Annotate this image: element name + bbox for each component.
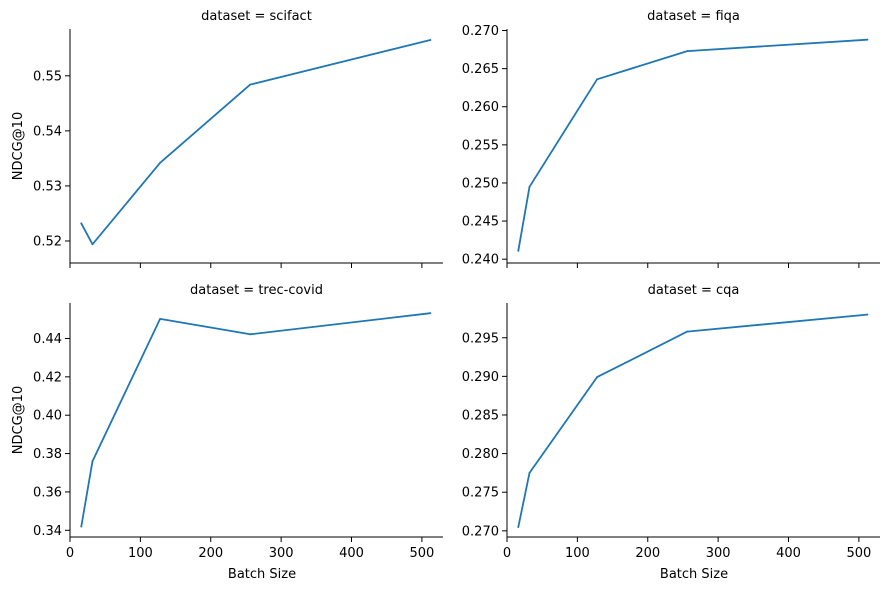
y-tick-label: 0.290 [462, 370, 499, 385]
y-tick-label: 0.240 [462, 253, 499, 268]
x-axis-label-left: Batch Size [228, 567, 296, 582]
x-tick-label: 100 [128, 546, 153, 561]
y-tick-label: 0.42 [33, 370, 62, 385]
x-axis-label-right: Batch Size [660, 567, 728, 582]
y-tick-label: 0.275 [462, 486, 499, 501]
y-tick-label: 0.250 [462, 176, 499, 191]
y-tick-label: 0.54 [33, 124, 62, 139]
data-point [517, 526, 520, 528]
y-axis-label: NDCG@10 [11, 112, 26, 180]
data-point [596, 78, 598, 81]
data-point [159, 161, 161, 164]
data-point [80, 222, 83, 225]
y-tick-label: 0.285 [462, 408, 499, 423]
data-point [80, 525, 83, 528]
x-tick-label: 500 [409, 546, 434, 561]
y-axis-label: NDCG@10 [11, 386, 26, 454]
x-tick-label: 200 [198, 546, 223, 561]
data-point [429, 39, 432, 41]
y-tick-label: 0.270 [462, 24, 499, 39]
y-tick-label: 0.295 [462, 331, 499, 346]
panel-title: dataset = scifact [201, 9, 312, 24]
y-tick-label: 0.34 [33, 524, 62, 539]
y-tick-label: 0.260 [462, 100, 499, 115]
y-tick-label: 0.255 [462, 138, 499, 153]
x-tick-label: 200 [635, 546, 660, 561]
data-point [91, 243, 94, 246]
x-tick-label: 400 [776, 546, 801, 561]
data-point [249, 333, 252, 336]
panel-cqa: dataset = cqa 0.270 0.275 0.280 0.285 0.290 0.… [462, 283, 880, 561]
y-tick-label: 0.40 [33, 409, 62, 424]
data-point [249, 83, 252, 86]
y-tick-label: 0.36 [33, 485, 62, 500]
data-point [686, 50, 689, 53]
x-tick-label: 0 [503, 546, 511, 561]
panel-trec-covid: dataset = trec-covid 0.34 0.36 0.38 0.40 0.42… [11, 283, 443, 561]
panel-scifact: dataset = scifact 0.52 0.53 0.54 0.55 NDCG@10 [11, 9, 443, 268]
data-point [91, 460, 94, 463]
panel-title: dataset = trec-covid [190, 283, 323, 298]
data-point [528, 472, 531, 474]
y-tick-label: 0.44 [33, 332, 62, 347]
y-tick-label: 0.270 [462, 524, 499, 539]
data-point [596, 376, 598, 379]
data-point [429, 312, 432, 315]
x-tick-label: 300 [269, 546, 294, 561]
panel-title: dataset = fiqa [647, 9, 740, 24]
x-tick-label: 100 [565, 546, 590, 561]
data-point [686, 330, 689, 333]
y-tick-label: 0.55 [33, 69, 62, 84]
data-point [517, 249, 520, 252]
x-tick-label: 400 [339, 546, 364, 561]
y-tick-label: 0.245 [462, 215, 499, 230]
x-tick-label: 300 [706, 546, 731, 561]
y-tick-label: 0.265 [462, 62, 499, 77]
data-point [528, 185, 531, 188]
x-tick-label: 0 [66, 546, 74, 561]
y-tick-label: 0.53 [33, 179, 62, 194]
x-tick-label: 500 [846, 546, 871, 561]
y-tick-label: 0.38 [33, 447, 62, 462]
panel-title: dataset = cqa [648, 283, 740, 298]
data-point [159, 318, 161, 320]
data-point [866, 38, 869, 41]
data-point [866, 313, 869, 316]
y-tick-label: 0.52 [33, 234, 62, 249]
panel-fiqa: dataset = fiqa 0.240 0.245 0.250 0.255 0.260 0… [462, 9, 880, 268]
y-tick-label: 0.280 [462, 447, 499, 462]
